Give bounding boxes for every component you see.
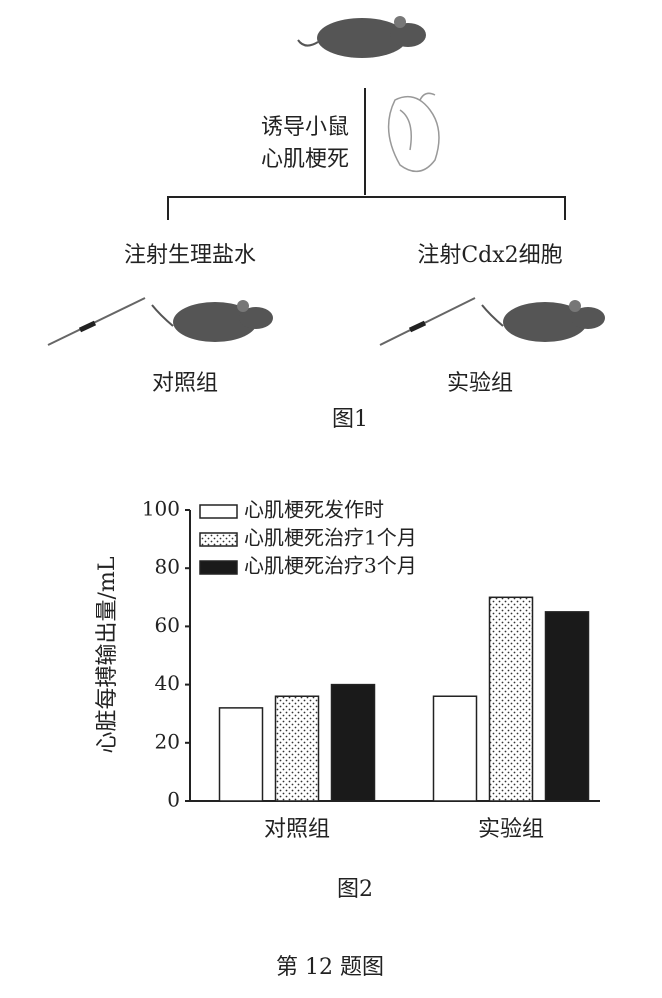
heart-sketch bbox=[387, 92, 440, 173]
bar bbox=[432, 695, 478, 802]
branch-label: 注射生理盐水 bbox=[124, 243, 256, 268]
figure-caption: 图2 bbox=[337, 877, 373, 902]
figure-caption: 图1 bbox=[332, 407, 368, 432]
induce-text: 心肌梗死 bbox=[261, 147, 349, 172]
bar bbox=[330, 683, 376, 802]
group-label: 实验组 bbox=[447, 371, 513, 396]
legend-label: 心肌梗死治疗1个月 bbox=[244, 526, 417, 550]
legend-swatch bbox=[199, 532, 238, 547]
y-tick-label: 40 bbox=[155, 671, 180, 695]
mouse bbox=[481, 300, 605, 342]
y-tick-label: 0 bbox=[167, 788, 180, 812]
mouse-top bbox=[297, 16, 426, 58]
legend-label: 心肌梗死发作时 bbox=[244, 498, 384, 522]
legend-label: 心肌梗死治疗3个月 bbox=[244, 554, 417, 578]
induce-text: 诱导小鼠 bbox=[261, 115, 349, 140]
legend-swatch bbox=[199, 504, 238, 519]
bar bbox=[544, 611, 590, 802]
mouse bbox=[151, 300, 273, 342]
y-tick-label: 60 bbox=[155, 613, 180, 637]
y-axis-label: 心脏每搏输出量/mL bbox=[95, 556, 120, 753]
x-tick-label: 对照组 bbox=[264, 817, 330, 842]
y-tick-label: 100 bbox=[142, 497, 180, 521]
syringe bbox=[47, 297, 146, 346]
legend-swatch bbox=[199, 560, 238, 575]
branch-label: 注射Cdx2细胞 bbox=[417, 243, 562, 268]
bar bbox=[488, 596, 534, 802]
tree-branch bbox=[167, 196, 566, 220]
y-tick-label: 80 bbox=[155, 555, 180, 579]
group-label: 对照组 bbox=[152, 371, 218, 396]
syringe bbox=[379, 297, 476, 346]
bar bbox=[218, 707, 264, 802]
y-tick-label: 20 bbox=[155, 729, 180, 753]
bar bbox=[274, 695, 320, 802]
x-tick-label: 实验组 bbox=[478, 817, 544, 842]
footer: 第 12 题图 bbox=[276, 955, 384, 980]
